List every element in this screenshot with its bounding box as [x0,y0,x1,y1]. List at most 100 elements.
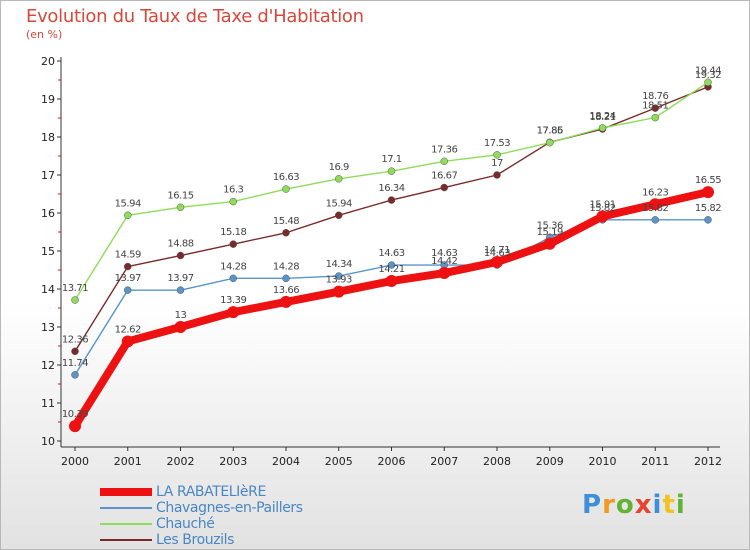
data-point [229,197,237,206]
data-label: 16.3 [223,185,243,196]
data-label: 19.32 [695,70,721,81]
x-tick-label: 2008 [483,455,511,468]
data-label: 14.28 [273,261,299,272]
x-tick-label: 2010 [589,455,617,468]
data-label: 19.44 [695,65,721,76]
data-label: 14.63 [484,248,510,259]
data-label: 16.9 [329,162,349,173]
data-label: 17.85 [537,126,563,137]
legend-swatch [100,507,152,509]
data-point [282,185,290,193]
data-point [282,229,290,237]
x-tick-label: 2007 [430,455,458,468]
data-label: 14.88 [167,239,193,250]
data-label: 13.93 [326,275,352,286]
legend-swatch [100,488,152,496]
brand-letter: t [662,490,676,520]
data-point [282,274,290,283]
y-tick-label: 18 [41,131,55,144]
data-point [229,240,237,248]
data-label: 16.23 [642,187,668,198]
data-point [124,211,132,220]
brand-letter: r [602,490,616,520]
data-label: 18.21 [589,112,615,123]
data-label: 14.59 [115,250,141,261]
x-tick-label: 2011 [641,455,669,468]
legend-item: Chavagnes-en-Paillers [100,500,420,516]
data-point [176,203,185,212]
data-point [704,216,712,224]
data-point [335,272,343,280]
data-label: 14.63 [378,248,404,259]
data-point [546,138,554,147]
data-label: 15.19 [537,227,563,238]
data-label: 16.15 [167,190,193,201]
data-label: 16.67 [431,171,457,182]
data-label: 15.82 [695,203,721,214]
data-point [440,183,448,192]
data-label: 13.97 [115,273,141,284]
data-point [69,420,81,433]
x-tick-label: 2004 [272,455,300,468]
data-point [651,216,659,224]
data-label: 17.36 [431,144,457,155]
data-label: 15.91 [589,199,615,210]
data-point [493,171,501,179]
data-point [543,237,556,250]
legend-swatch [100,523,152,525]
data-point [124,262,132,271]
data-label: 14.42 [431,256,457,267]
brand-letter: i [675,490,686,520]
data-point [332,285,345,298]
data-label: 12.36 [62,334,88,345]
brand-letter: P [582,490,603,520]
legend-item: Les Brouzils [100,532,420,548]
data-label: 17 [491,158,503,169]
data-point [280,295,292,308]
brand-letter: i [652,490,663,520]
data-point [71,296,79,304]
data-point [596,210,609,223]
x-tick-label: 2002 [167,455,195,468]
legend-swatch [100,539,152,541]
data-point [121,335,134,348]
data-label: 14.21 [378,264,404,275]
y-tick-label: 12 [41,359,55,372]
data-label: 13.66 [273,285,299,296]
data-point [335,211,343,220]
data-point [491,256,503,269]
x-tick-label: 2006 [378,455,406,468]
legend-item: LA RABATELIèRE [100,484,420,500]
y-tick-label: 16 [41,207,55,220]
chart-unit: (en %) [26,28,63,41]
data-point [387,196,396,204]
data-label: 15.48 [273,216,299,227]
legend-item: Chauché [100,516,420,532]
y-tick-label: 11 [41,397,55,410]
legend: LA RABATELIèRE Chavagnes-en-Paillers Chauc… [100,484,420,548]
data-point [387,261,396,269]
data-label: 14.71 [484,245,510,256]
data-label: 16.34 [378,183,404,194]
x-tick-label: 2000 [61,455,89,468]
data-label: 14.63 [431,248,457,259]
data-label: 18.51 [642,101,668,112]
data-label: 13.71 [62,283,88,294]
data-label: 15.94 [115,198,141,209]
y-tick-label: 13 [41,321,55,334]
data-label: 12.62 [115,324,141,335]
data-label: 18.76 [642,91,668,102]
data-point [649,198,662,211]
legend-label: Chauché [156,516,215,532]
data-label: 11.74 [62,358,88,369]
data-point [387,167,396,175]
series-line-0 [71,188,712,431]
x-tick-label: 2005 [325,455,353,468]
data-label: 17.1 [381,154,401,165]
data-label: 17.53 [484,138,510,149]
data-point [702,186,714,199]
data-point [598,124,607,132]
data-label: 15.94 [326,198,352,209]
